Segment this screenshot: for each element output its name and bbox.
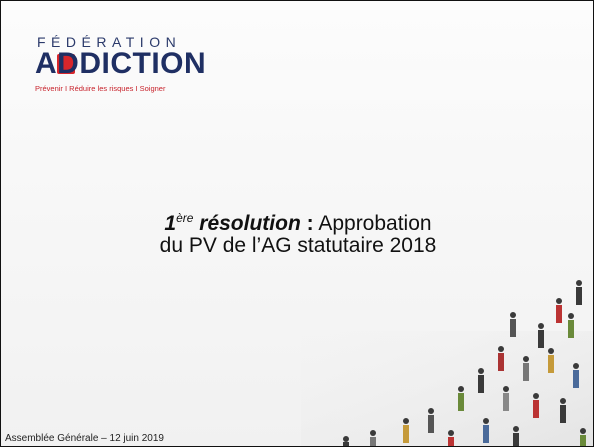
title-number: 1 (164, 212, 176, 235)
title-colon: : (307, 212, 314, 235)
slide-title: 1ère résolution : Approbation du PV de l… (1, 207, 594, 257)
footer: Assemblée Générale – 12 juin 2019 (5, 433, 164, 444)
title-line1: Approbation (318, 212, 431, 235)
logo-name: ADDICTION (35, 47, 206, 81)
slide: FÉDÉRATION ADDICTION Prévenir I Réduire … (0, 0, 594, 447)
logo-tagline: Prévenir I Réduire les risques I Soigner (35, 84, 165, 93)
title-keyword: résolution (199, 212, 301, 235)
title-ordinal: ère (176, 211, 193, 225)
crowd-illustration (301, 271, 593, 446)
title-line2: du PV de l’AG statutaire 2018 (160, 234, 437, 257)
